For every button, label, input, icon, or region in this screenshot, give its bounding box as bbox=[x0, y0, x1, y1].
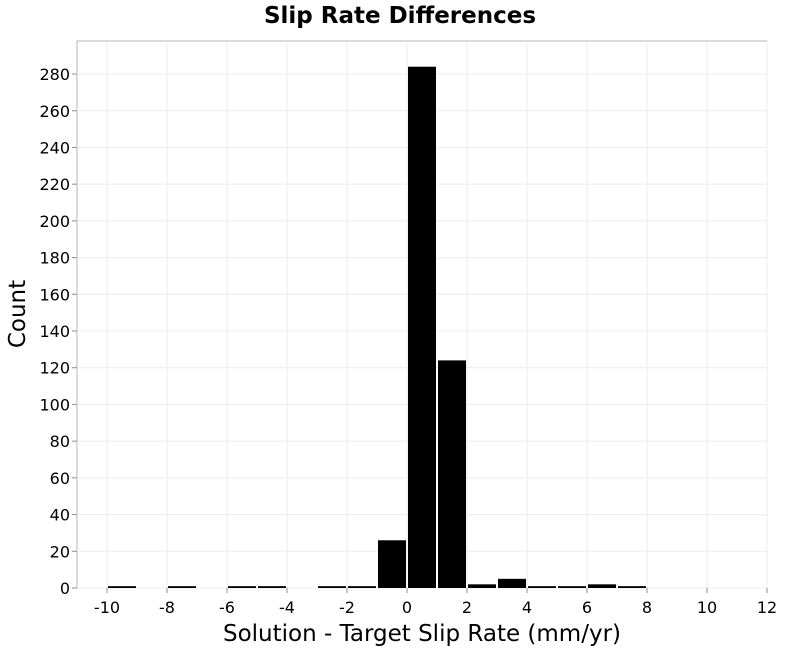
histogram-bar bbox=[618, 586, 646, 588]
histogram-bar bbox=[228, 586, 256, 588]
histogram-bar bbox=[468, 584, 496, 588]
histogram-bar bbox=[108, 586, 136, 588]
y-axis: 0 20 40 60 80 100 120 140 160 180 200 220 240 260 280 bbox=[39, 65, 77, 598]
y-tick-label: 140 bbox=[39, 322, 70, 341]
x-tick-label: 6 bbox=[582, 598, 592, 617]
x-tick-label: -8 bbox=[159, 598, 175, 617]
histogram-bar bbox=[168, 586, 196, 588]
y-axis-title: Count bbox=[5, 280, 31, 348]
x-tick-label: -10 bbox=[94, 598, 120, 617]
x-tick-label: -4 bbox=[279, 598, 295, 617]
x-tick-label: 12 bbox=[757, 598, 777, 617]
y-tick-label: 280 bbox=[39, 65, 70, 84]
y-tick-label: 80 bbox=[50, 432, 70, 451]
y-tick-label: 200 bbox=[39, 212, 70, 231]
x-tick-label: 2 bbox=[462, 598, 472, 617]
x-axis-title: Solution - Target Slip Rate (mm/yr) bbox=[223, 621, 621, 647]
histogram-bar bbox=[258, 586, 286, 588]
histogram-bar bbox=[588, 584, 616, 588]
y-tick-label: 180 bbox=[39, 249, 70, 268]
histogram-bar bbox=[408, 66, 436, 588]
histogram-bars bbox=[108, 66, 646, 588]
x-tick-label: 0 bbox=[402, 598, 412, 617]
y-tick-label: 260 bbox=[39, 102, 70, 121]
x-tick-label: -6 bbox=[219, 598, 235, 617]
x-axis: -10 -8 -6 -4 -2 0 2 4 6 8 10 12 bbox=[94, 588, 777, 617]
y-tick-label: 120 bbox=[39, 359, 70, 378]
x-tick-label: 8 bbox=[642, 598, 652, 617]
histogram-bar bbox=[438, 360, 466, 588]
chart-title: Slip Rate Differences bbox=[264, 3, 536, 29]
x-tick-label: 10 bbox=[697, 598, 717, 617]
y-tick-label: 220 bbox=[39, 175, 70, 194]
y-tick-label: 20 bbox=[50, 542, 70, 561]
x-tick-label: 4 bbox=[522, 598, 532, 617]
x-tick-label: -2 bbox=[339, 598, 355, 617]
histogram-bar bbox=[378, 540, 406, 588]
y-tick-label: 60 bbox=[50, 469, 70, 488]
y-tick-label: 160 bbox=[39, 285, 70, 304]
histogram-bar bbox=[558, 586, 586, 588]
histogram-bar bbox=[348, 586, 376, 588]
y-tick-label: 240 bbox=[39, 138, 70, 157]
histogram-bar bbox=[498, 578, 526, 588]
y-tick-label: 40 bbox=[50, 506, 70, 525]
histogram-bar bbox=[528, 586, 556, 588]
histogram-bar bbox=[318, 586, 346, 588]
y-tick-label: 100 bbox=[39, 395, 70, 414]
y-tick-label: 0 bbox=[60, 579, 70, 598]
